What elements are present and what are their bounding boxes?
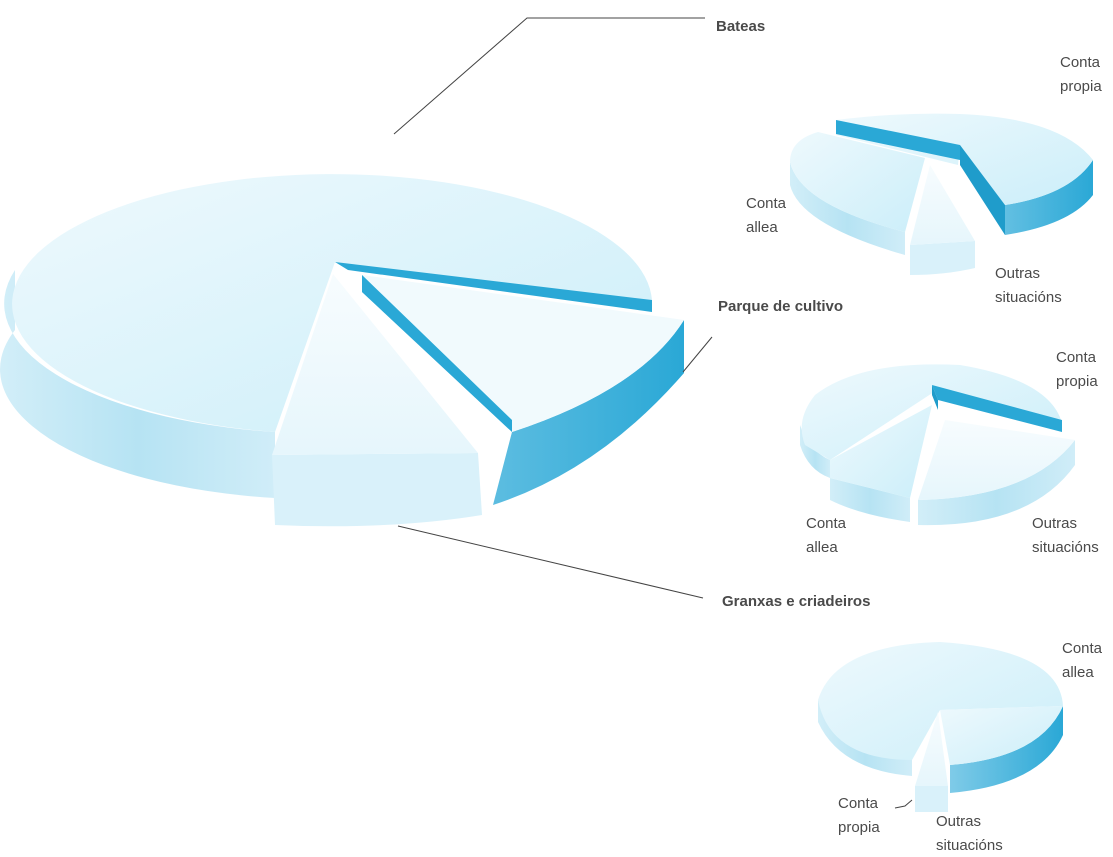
pie1-slice-outras-side [910, 241, 975, 275]
pie1-slice-outras-top [910, 165, 975, 245]
pie3-slice-conta-allea-right-side [950, 706, 1063, 793]
label-parque-de-cultivo: Parque de cultivo [718, 298, 843, 315]
pie3-slice-outras-side [915, 786, 948, 812]
label-granxas-e-criadeiros: Granxas e criadeiros [722, 593, 870, 610]
slice-granxas-side [272, 453, 482, 527]
pie1-slice-conta-allea-top [790, 132, 925, 232]
pie1-slice-conta-propia-edge2 [960, 145, 1005, 235]
pie1-label-situacions: situacións [995, 289, 1062, 306]
small-pie-3 [818, 642, 1063, 812]
slice-bateas-top [12, 174, 653, 432]
main-pie [0, 174, 684, 527]
pie2-label-propia: propia [1056, 373, 1098, 390]
pie2-label-conta-2: Conta [806, 515, 847, 532]
slice-bateas-side [0, 270, 276, 498]
pie1-label-allea: allea [746, 219, 778, 236]
pie2-slice-outras-top [918, 420, 1075, 500]
slice-parque-side [362, 275, 684, 505]
pie3-label-conta-2: Conta [838, 795, 879, 812]
pie2-label-conta: Conta [1056, 349, 1097, 366]
small-pie-1 [790, 113, 1093, 275]
pie1-label-conta-2: Conta [746, 195, 787, 212]
pie2-slice-conta-propia [932, 385, 1062, 432]
pie2-slice-conta-allea-top [801, 364, 1062, 460]
pie2-slice-outras-side [918, 440, 1075, 526]
slice-parque-top [362, 275, 684, 432]
pie3-label-conta: Conta [1062, 640, 1103, 657]
pie2-label-allea: allea [806, 539, 838, 556]
pie1-label-conta: Conta [1060, 54, 1101, 71]
pie1-label-outras: Outras [995, 265, 1040, 282]
pie2-slice-conta-allea-side [800, 425, 830, 478]
pie3-label-allea: allea [1062, 664, 1094, 681]
pie3-slice-outras-top [915, 712, 948, 786]
pie2-slice-conta-allea-lower-side [830, 478, 910, 522]
pie3-slice-conta-allea-top-right [940, 706, 1063, 765]
slice-parque-edge [335, 262, 652, 312]
pie1-slice-conta-propia-edge [836, 120, 960, 160]
pie3-label-situacions: situacións [936, 837, 1003, 854]
small-pie-2 [800, 364, 1075, 526]
pie2-slice-conta-propia-inner [932, 385, 938, 410]
pie3-label-outras: Outras [936, 813, 981, 830]
pie2-label-outras: Outras [1032, 515, 1077, 532]
pie1-slice-conta-allea-side [790, 162, 905, 255]
slice-granxas-top [272, 274, 478, 455]
pie3-slice-conta-allea-top [818, 642, 1063, 760]
pie2-label-situacions: situacións [1032, 539, 1099, 556]
slice-parque-inner [362, 275, 512, 432]
pie3-label-propia: propia [838, 819, 880, 836]
pie1-slice-conta-propia-side [960, 145, 1093, 235]
label-bateas: Bateas [716, 18, 765, 35]
pie2-slice-conta-allea-lower-top [830, 405, 932, 498]
pie1-label-propia: propia [1060, 78, 1102, 95]
